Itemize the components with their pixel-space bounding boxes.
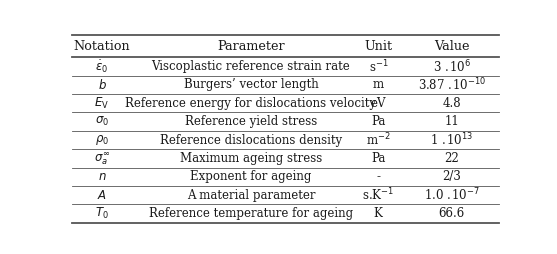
Text: 2/3: 2/3 bbox=[442, 170, 461, 183]
Text: 11: 11 bbox=[444, 115, 459, 128]
Text: -: - bbox=[377, 170, 380, 183]
Text: 3 . 10$^{6}$: 3 . 10$^{6}$ bbox=[433, 58, 471, 75]
Text: Burgers’ vector length: Burgers’ vector length bbox=[184, 78, 318, 91]
Text: m$^{-2}$: m$^{-2}$ bbox=[366, 132, 390, 148]
Text: Maximum ageing stress: Maximum ageing stress bbox=[180, 152, 322, 165]
Text: $A$: $A$ bbox=[97, 188, 107, 201]
Text: $T_0$: $T_0$ bbox=[95, 206, 109, 221]
Text: Reference energy for dislocations velocity: Reference energy for dislocations veloci… bbox=[125, 97, 377, 110]
Text: Pa: Pa bbox=[371, 115, 385, 128]
Text: Reference dislocations density: Reference dislocations density bbox=[160, 134, 342, 147]
Text: $\dot{\varepsilon}_0$: $\dot{\varepsilon}_0$ bbox=[95, 58, 109, 75]
Text: $\sigma_a^{\infty}$: $\sigma_a^{\infty}$ bbox=[94, 150, 110, 167]
Text: s.K$^{-1}$: s.K$^{-1}$ bbox=[362, 187, 394, 203]
Text: $n$: $n$ bbox=[97, 170, 106, 183]
Text: Unit: Unit bbox=[364, 40, 392, 53]
Text: Notation: Notation bbox=[74, 40, 130, 53]
Text: m: m bbox=[373, 78, 384, 91]
Text: Exponent for ageing: Exponent for ageing bbox=[190, 170, 311, 183]
Text: 22: 22 bbox=[444, 152, 459, 165]
Text: 66.6: 66.6 bbox=[438, 207, 465, 220]
Text: Parameter: Parameter bbox=[217, 40, 285, 53]
Text: K: K bbox=[374, 207, 383, 220]
Text: 3.87 . 10$^{-10}$: 3.87 . 10$^{-10}$ bbox=[418, 77, 486, 93]
Text: 1 . 10$^{13}$: 1 . 10$^{13}$ bbox=[430, 132, 473, 148]
Text: A material parameter: A material parameter bbox=[187, 188, 315, 201]
Text: 1.0 . 10$^{-7}$: 1.0 . 10$^{-7}$ bbox=[424, 187, 480, 203]
Text: 4.8: 4.8 bbox=[442, 97, 461, 110]
Text: Reference temperature for ageing: Reference temperature for ageing bbox=[149, 207, 353, 220]
Text: $b$: $b$ bbox=[97, 78, 106, 92]
Text: Reference yield stress: Reference yield stress bbox=[185, 115, 317, 128]
Text: $E_{\mathrm{V}}$: $E_{\mathrm{V}}$ bbox=[95, 96, 110, 111]
Text: Viscoplastic reference strain rate: Viscoplastic reference strain rate bbox=[152, 60, 350, 73]
Text: Value: Value bbox=[434, 40, 470, 53]
Text: eV: eV bbox=[370, 97, 386, 110]
Text: $\rho_0$: $\rho_0$ bbox=[95, 133, 109, 147]
Text: $\sigma_0$: $\sigma_0$ bbox=[95, 115, 109, 128]
Text: Pa: Pa bbox=[371, 152, 385, 165]
Text: s$^{-1}$: s$^{-1}$ bbox=[369, 58, 388, 75]
